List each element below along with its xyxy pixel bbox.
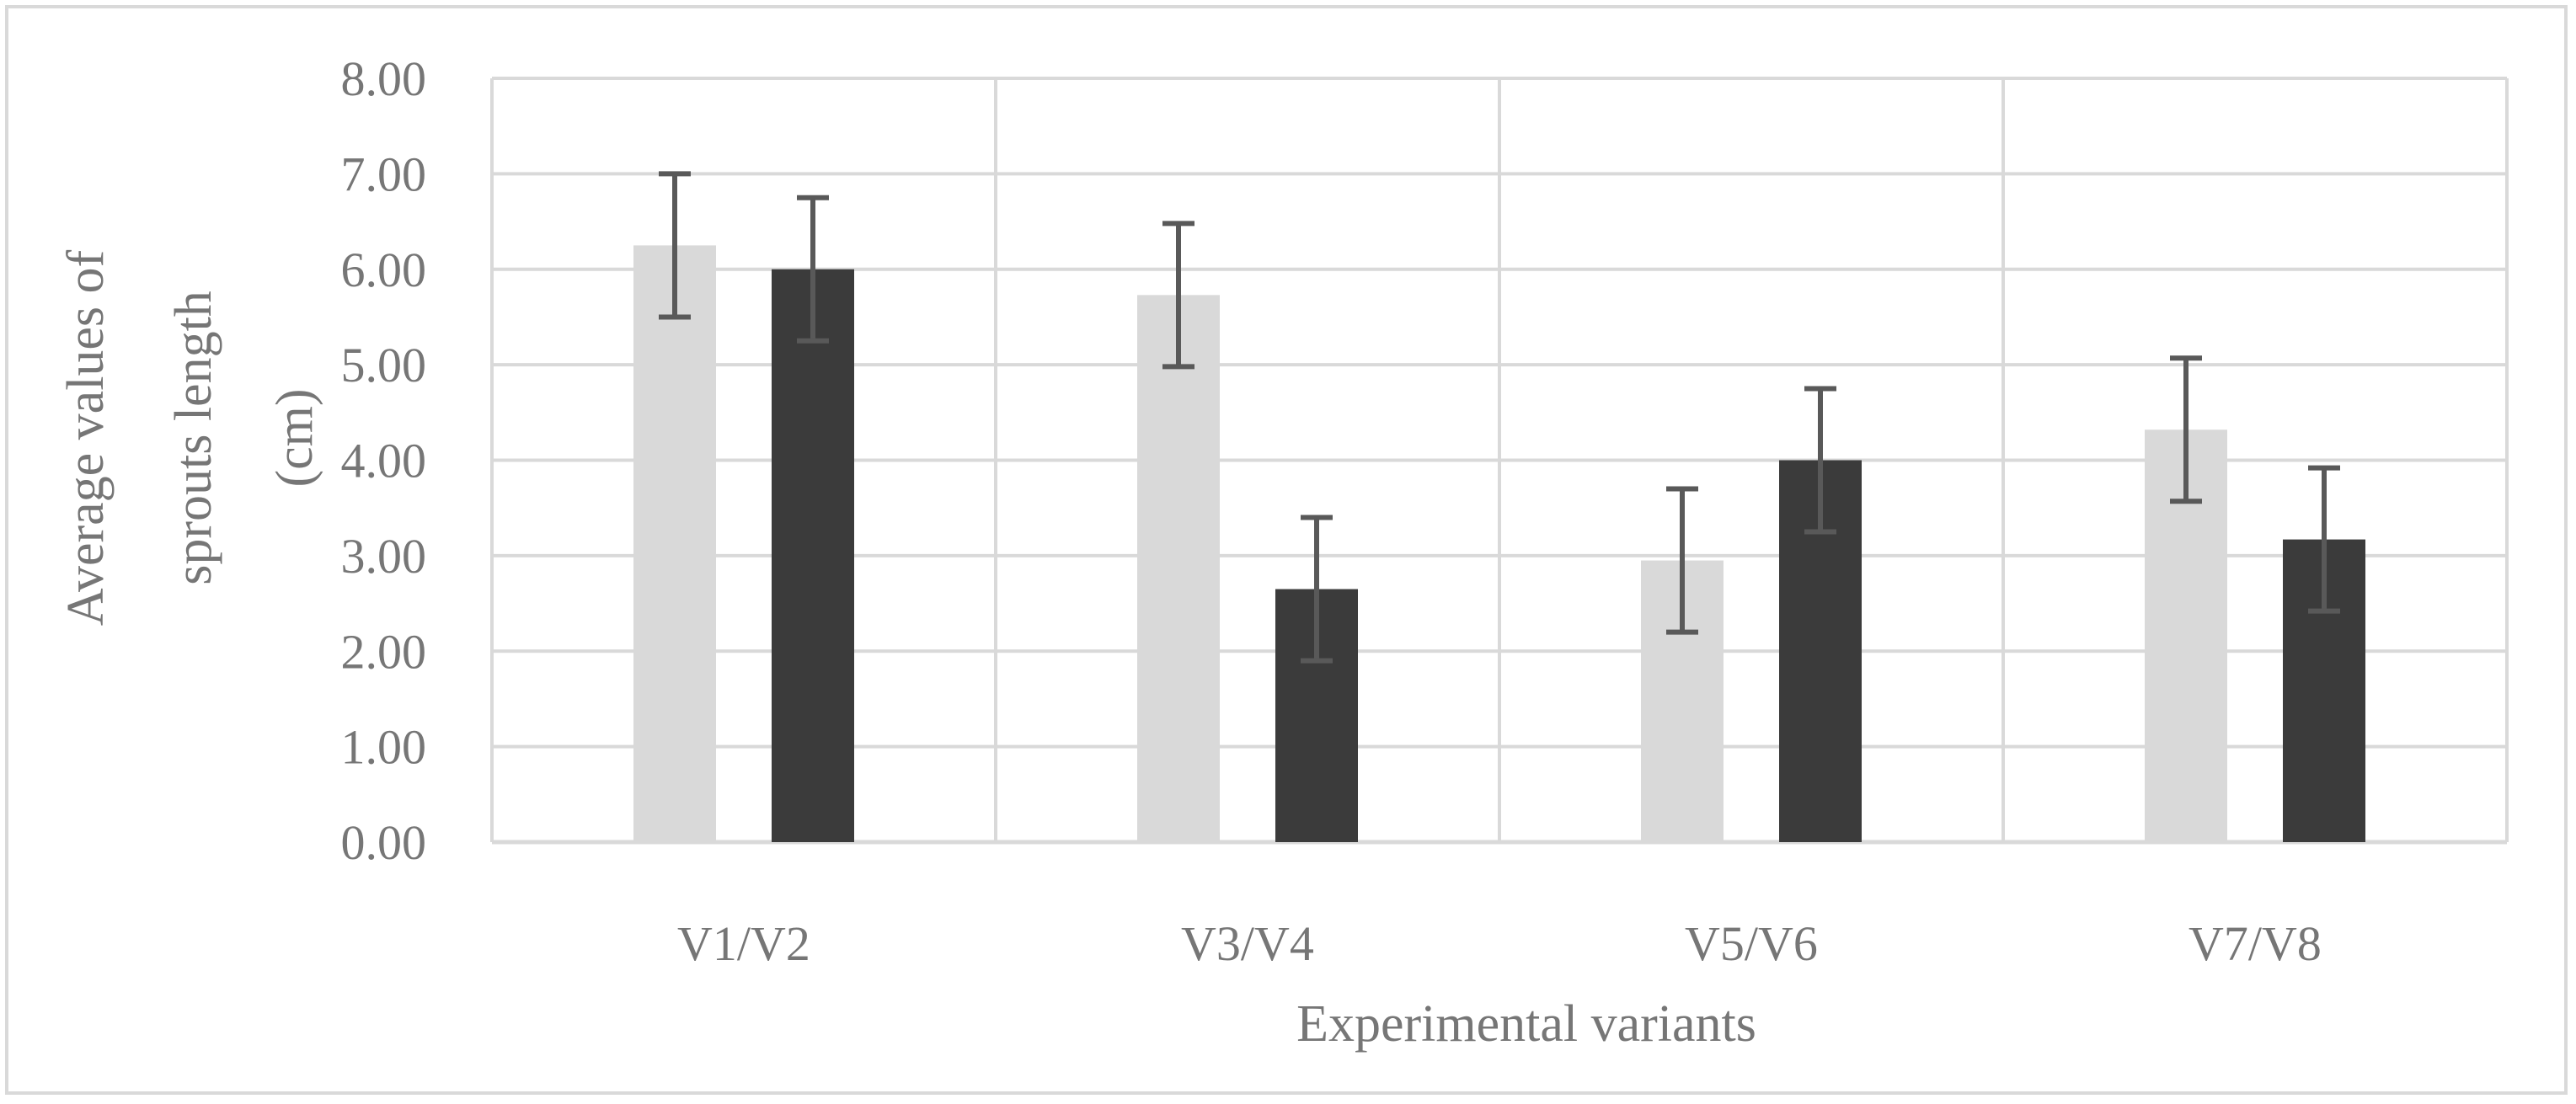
x-tick-labels: V1/V2 V3/V4 V5/V6 V7/V8 xyxy=(677,916,2322,971)
x-tick-label: V5/V6 xyxy=(1685,916,1818,971)
x-axis-title: Experimental variants xyxy=(1296,995,1756,1053)
y-tick-label: 6.00 xyxy=(341,243,427,297)
error-bar xyxy=(1804,386,1836,535)
y-tick-label: 1.00 xyxy=(341,720,427,775)
y-tick-label: 3.00 xyxy=(341,529,427,584)
y-axis-title: Average values of sprouts length (cm) xyxy=(57,249,323,626)
error-bar xyxy=(797,195,829,344)
error-bar xyxy=(2170,355,2202,504)
error-bar xyxy=(2308,465,2340,614)
y-tick-labels: 0.00 1.00 2.00 3.00 4.00 5.00 6.00 7.00 8.00 xyxy=(341,51,427,870)
error-bar xyxy=(659,171,691,320)
y-axis-title-line-3: (cm) xyxy=(266,388,323,487)
bar-2-v1-v2 xyxy=(772,269,854,842)
y-tick-label: 8.00 xyxy=(341,51,427,106)
y-tick-label: 7.00 xyxy=(341,147,427,201)
x-tick-label: V7/V8 xyxy=(2189,916,2322,971)
y-tick-label: 4.00 xyxy=(341,434,427,488)
bars xyxy=(633,245,2365,843)
y-tick-label: 5.00 xyxy=(341,338,427,392)
bar-1-v3-v4 xyxy=(1137,295,1220,843)
error-bars xyxy=(659,171,2340,664)
x-tick-label: V1/V2 xyxy=(677,916,810,971)
y-tick-label: 2.00 xyxy=(341,624,427,679)
error-bar xyxy=(1301,515,1333,664)
y-tick-label: 0.00 xyxy=(341,815,427,870)
x-tick-label: V3/V4 xyxy=(1181,916,1314,971)
y-axis-title-line-2: sprouts length xyxy=(165,291,222,585)
y-axis-title-line-1: Average values of xyxy=(57,249,115,626)
error-bar xyxy=(1162,221,1194,370)
chart-frame xyxy=(5,5,2568,1095)
error-bar xyxy=(1666,486,1698,635)
bar-1-v1-v2 xyxy=(633,245,716,842)
